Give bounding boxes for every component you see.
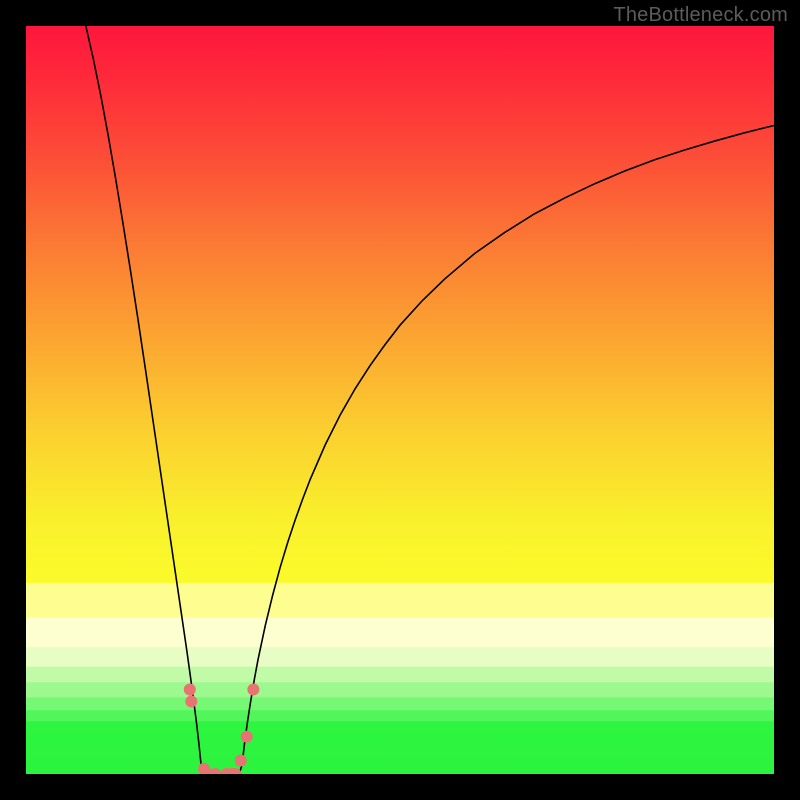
curve-marker — [185, 695, 197, 707]
chart-plot-area — [26, 26, 774, 774]
watermark-text: TheBottleneck.com — [613, 4, 788, 27]
curve-marker — [247, 683, 259, 695]
curve-marker — [235, 755, 247, 767]
curve-marker — [241, 731, 253, 743]
curve-marker — [184, 683, 196, 695]
chart-background — [26, 26, 774, 774]
chart-svg — [26, 26, 774, 774]
